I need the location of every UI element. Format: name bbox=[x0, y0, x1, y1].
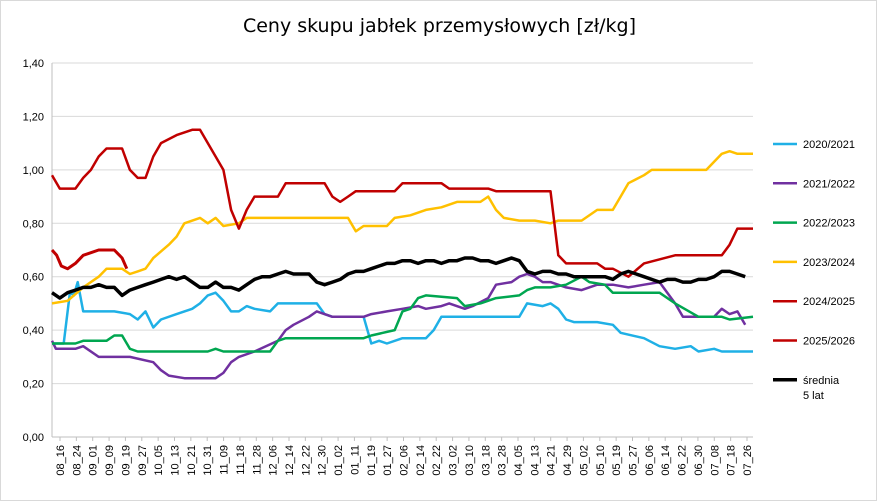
legend-label-line2: 5 lat bbox=[803, 390, 824, 402]
x-tick-label: 10_13 bbox=[170, 445, 182, 476]
series-line-2024-2025 bbox=[50, 128, 753, 278]
x-tick-label: 03_10 bbox=[464, 445, 476, 476]
x-tick-label: 04_21 bbox=[546, 445, 558, 476]
legend-label: 2021/2022 bbox=[803, 178, 855, 190]
series-line--rednia-5-lat bbox=[51, 256, 746, 300]
series-lines bbox=[50, 128, 754, 380]
legend-label: 2023/2024 bbox=[803, 257, 855, 269]
x-tick-label: 10_31 bbox=[202, 445, 214, 476]
x-tick-label: 06_06 bbox=[644, 445, 656, 476]
x-tick-label: 04_05 bbox=[513, 445, 525, 476]
legend: 2020/2021 2021/2022 2022/2023 2023/2024 2024… bbox=[773, 139, 855, 402]
x-tick-label: 08_24 bbox=[71, 445, 83, 476]
x-tick-label: 08_16 bbox=[55, 445, 67, 476]
legend-label: 2022/2023 bbox=[803, 218, 855, 230]
legend-label: średnia bbox=[803, 375, 840, 387]
x-tick-label: 06_30 bbox=[693, 445, 705, 476]
x-tick-label: 06_22 bbox=[677, 445, 689, 476]
x-tick-label: 10_21 bbox=[186, 445, 198, 476]
x-tick-label: 01_11 bbox=[349, 445, 361, 475]
series-line-2025-2026 bbox=[50, 248, 129, 271]
axes: 0,00 0,20 0,40 0,60 0,80 1,00 1,20 1,40 08_16 08_… bbox=[23, 58, 754, 476]
legend-label: 2024/2025 bbox=[803, 296, 855, 308]
chart-title: Ceny skupu jabłek przemysłowych [zł/kg] bbox=[242, 15, 637, 37]
x-tick-label: 03_28 bbox=[497, 445, 509, 476]
x-tick-label: 07_08 bbox=[709, 445, 721, 476]
x-tick-label: 02_06 bbox=[399, 445, 411, 476]
x-tick-label: 12_30 bbox=[317, 445, 329, 476]
y-tick-label: 0,40 bbox=[23, 325, 44, 337]
legend-label: 2025/2026 bbox=[803, 336, 855, 348]
x-tick-label: 02_14 bbox=[415, 445, 427, 476]
x-tick-label: 05_10 bbox=[595, 445, 607, 476]
x-tick-label: 09_09 bbox=[104, 445, 116, 476]
x-tick-label: 12_22 bbox=[300, 445, 312, 476]
x-tick-label: 01_19 bbox=[366, 445, 378, 476]
x-tick-label: 11_18 bbox=[235, 445, 247, 475]
x-tick-label: 09_27 bbox=[137, 445, 149, 476]
x-tick-label: 06_14 bbox=[660, 445, 672, 476]
x-tick-label: 11_09 bbox=[219, 445, 231, 475]
x-tick-label: 11_28 bbox=[251, 445, 263, 475]
y-tick-label: 1,40 bbox=[23, 58, 44, 70]
y-tick-label: 0,80 bbox=[23, 218, 44, 230]
y-tick-label: 0,00 bbox=[23, 432, 44, 444]
x-tick-label: 09_19 bbox=[120, 445, 132, 476]
x-tick-label: 05_27 bbox=[628, 445, 640, 476]
y-tick-label: 1,20 bbox=[23, 111, 44, 123]
x-tick-label: 03_18 bbox=[480, 445, 492, 476]
x-tick-label: 04_13 bbox=[529, 445, 541, 476]
series-line-2021-2022 bbox=[50, 272, 747, 380]
x-tick-label: 07_26 bbox=[742, 445, 754, 476]
x-tick-label: 01_02 bbox=[333, 445, 345, 476]
grid-lines bbox=[52, 62, 753, 438]
legend-label: 2020/2021 bbox=[803, 139, 855, 151]
x-tick-label: 07_18 bbox=[726, 445, 738, 476]
y-tick-label: 0,60 bbox=[23, 272, 44, 284]
x-tick-label: 04_29 bbox=[562, 445, 574, 476]
x-tick-label: 10_05 bbox=[153, 445, 165, 476]
series-line-2022-2023 bbox=[52, 275, 754, 353]
x-tick-label: 05_02 bbox=[578, 445, 590, 476]
x-tick-label: 05_19 bbox=[611, 445, 623, 476]
x-tick-label: 03_02 bbox=[448, 445, 460, 476]
x-tick-label: 01_27 bbox=[382, 445, 394, 476]
x-tick-label: 02_22 bbox=[431, 445, 443, 476]
y-tick-label: 1,00 bbox=[23, 165, 44, 177]
x-tick-label: 09_01 bbox=[88, 445, 100, 476]
y-tick-label: 0,20 bbox=[23, 379, 44, 391]
x-tick-label: 12_14 bbox=[284, 445, 296, 476]
series-line-2023-2024 bbox=[51, 149, 753, 305]
x-tick-label: 12_06 bbox=[268, 445, 280, 476]
